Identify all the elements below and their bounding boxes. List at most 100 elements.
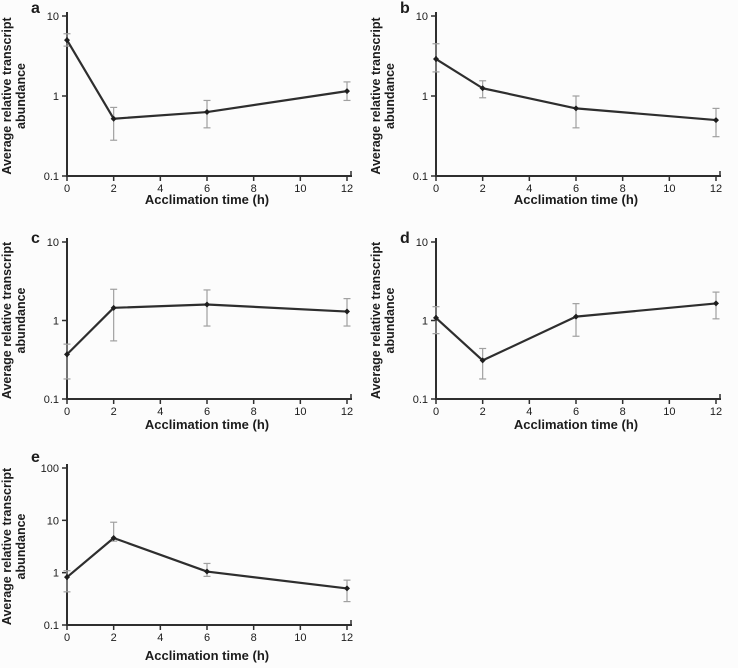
- y-tick-label: 0.1: [44, 620, 59, 632]
- y-axis-label: abundance: [14, 63, 28, 129]
- empty-cell: [369, 438, 738, 668]
- y-tick-label: 1: [53, 568, 59, 580]
- data-point-marker: [573, 105, 579, 112]
- x-tick-label: 6: [573, 183, 579, 195]
- x-tick-label: 10: [294, 406, 306, 418]
- x-tick-label: 8: [251, 406, 257, 418]
- data-point-marker: [110, 534, 117, 541]
- y-tick-label: 1: [422, 91, 428, 103]
- data-point-marker: [110, 304, 117, 311]
- data-point-marker: [204, 301, 210, 308]
- y-axis-label: Average relative transcript: [369, 17, 383, 175]
- chart-panel-e: e 0.1 1 10 100 0 2 4 6 8 10 12 Average relative tra…: [0, 438, 369, 668]
- chart-d-canvas: 0.1 1 10 0 2 4 6 8 10 12 Average relative transcri…: [369, 237, 722, 432]
- y-tick-label: 0.1: [44, 394, 59, 406]
- panel-label-b: b: [400, 0, 410, 17]
- y-tick-label: 10: [47, 515, 59, 527]
- x-tick-label: 8: [251, 183, 257, 195]
- panel-label-a: a: [31, 0, 40, 17]
- data-point-marker: [110, 115, 117, 122]
- data-point-marker: [344, 308, 350, 315]
- chart-panel-c: c 0.1 1 10 0 2 4 6 8 10 12 Average relative transc…: [0, 218, 369, 438]
- data-point-marker: [713, 300, 719, 307]
- x-tick-label: 12: [710, 406, 722, 418]
- y-tick-label: 10: [416, 11, 428, 23]
- data-point-marker: [713, 117, 719, 124]
- data-line: [435, 58, 717, 122]
- data-point-marker: [479, 357, 486, 364]
- y-axis-label: Average relative transcript: [0, 17, 14, 175]
- y-axis-label: abundance: [383, 63, 397, 129]
- data-line: [66, 536, 348, 590]
- data-point-marker: [344, 585, 350, 592]
- chart-panel-a: a 0.1 1 10 0 2 4 6 8 10 12 Average relative transc…: [0, 0, 369, 218]
- x-axis-label: Acclimation time (h): [514, 192, 638, 207]
- x-tick-label: 4: [157, 406, 163, 418]
- x-tick-label: 8: [251, 632, 257, 644]
- panel-label-d: d: [400, 230, 410, 247]
- y-tick-label: 100: [41, 463, 59, 475]
- x-tick-label: 2: [111, 632, 117, 644]
- x-tick-label: 2: [111, 183, 117, 195]
- x-tick-label: 6: [204, 632, 210, 644]
- data-line: [66, 39, 348, 120]
- x-axis-label: Acclimation time (h): [145, 417, 269, 432]
- chart-panel-b: b 0.1 1 10 0 2 4 6 8 10 12 Average relative transc…: [369, 0, 738, 218]
- x-tick-label: 0: [64, 632, 70, 644]
- x-tick-label: 10: [663, 183, 675, 195]
- y-axis-label: Average relative transcript: [0, 241, 14, 399]
- x-tick-label: 10: [294, 183, 306, 195]
- x-tick-label: 12: [710, 183, 722, 195]
- x-tick-label: 6: [573, 406, 579, 418]
- x-tick-label: 0: [64, 406, 70, 418]
- y-axis-label: Average relative transcript: [369, 241, 383, 399]
- x-tick-label: 8: [620, 406, 626, 418]
- data-point-marker: [64, 37, 70, 44]
- y-axis-label: abundance: [383, 287, 397, 353]
- data-point-marker: [64, 351, 70, 358]
- data-point-marker: [344, 88, 350, 95]
- data-line: [435, 302, 717, 362]
- x-tick-label: 10: [663, 406, 675, 418]
- chart-c-canvas: 0.1 1 10 0 2 4 6 8 10 12 Average relative transcri…: [0, 237, 353, 432]
- x-tick-label: 4: [157, 632, 163, 644]
- y-tick-label: 0.1: [413, 394, 428, 406]
- y-tick-label: 10: [47, 237, 59, 249]
- x-tick-label: 2: [480, 406, 486, 418]
- data-point-marker: [433, 56, 439, 63]
- panel-label-c: c: [31, 230, 40, 247]
- x-tick-label: 4: [157, 183, 163, 195]
- y-axis-label: abundance: [14, 513, 28, 579]
- data-point-marker: [433, 314, 439, 321]
- x-axis-label: Acclimation time (h): [145, 192, 269, 207]
- x-tick-label: 6: [204, 183, 210, 195]
- data-line: [66, 303, 348, 356]
- y-tick-label: 1: [53, 316, 59, 328]
- x-tick-label: 0: [433, 406, 439, 418]
- x-tick-label: 2: [111, 406, 117, 418]
- x-tick-label: 4: [526, 183, 532, 195]
- x-tick-label: 2: [480, 183, 486, 195]
- data-point-marker: [204, 109, 210, 116]
- x-tick-label: 10: [294, 632, 306, 644]
- x-tick-label: 8: [620, 183, 626, 195]
- y-axis-label: abundance: [14, 287, 28, 353]
- x-axis-label: Acclimation time (h): [514, 417, 638, 432]
- chart-panel-d: d 0.1 1 10 0 2 4 6 8 10 12 Average relative transc…: [369, 218, 738, 438]
- panel-label-e: e: [31, 449, 40, 466]
- data-point-marker: [204, 568, 210, 575]
- data-point-marker: [573, 313, 579, 320]
- chart-b-canvas: 0.1 1 10 0 2 4 6 8 10 12 Average relative transcri…: [369, 11, 722, 207]
- x-tick-label: 12: [341, 632, 353, 644]
- x-tick-label: 12: [341, 406, 353, 418]
- x-tick-label: 0: [64, 183, 70, 195]
- x-axis-label: Acclimation time (h): [145, 648, 269, 663]
- y-tick-label: 10: [47, 11, 59, 23]
- y-tick-label: 0.1: [44, 171, 59, 183]
- data-point-marker: [64, 574, 70, 581]
- y-tick-label: 0.1: [413, 171, 428, 183]
- x-tick-label: 6: [204, 406, 210, 418]
- y-tick-label: 10: [416, 237, 428, 249]
- x-tick-label: 12: [341, 183, 353, 195]
